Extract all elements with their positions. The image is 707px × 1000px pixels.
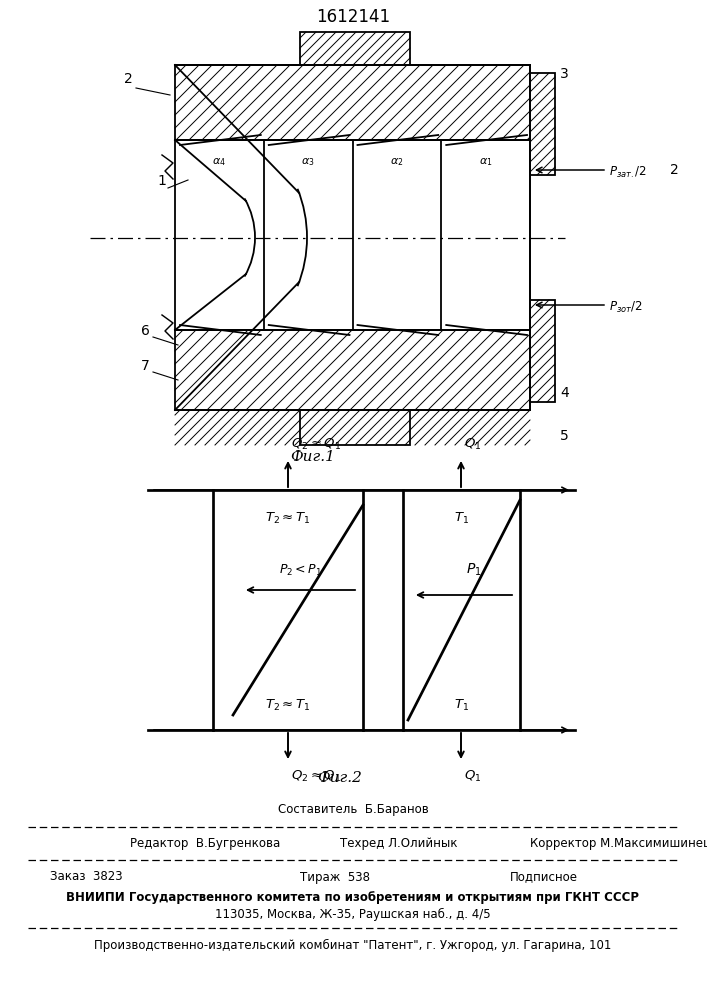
Text: Составитель  Б.Баранов: Составитель Б.Баранов (278, 804, 428, 816)
Text: Подписное: Подписное (510, 870, 578, 884)
Text: Редактор  В.Бугренкова: Редактор В.Бугренкова (130, 838, 280, 850)
Text: 5: 5 (560, 429, 568, 443)
Text: Фиг.2: Фиг.2 (317, 771, 363, 785)
Text: Техред Л.Олийнык: Техред Л.Олийнык (340, 838, 457, 850)
Text: ВНИИПИ Государственного комитета по изобретениям и открытиям при ГКНТ СССР: ВНИИПИ Государственного комитета по изоб… (66, 890, 640, 904)
Text: 2: 2 (670, 163, 679, 177)
Polygon shape (530, 73, 555, 175)
Polygon shape (175, 330, 530, 410)
Polygon shape (175, 32, 530, 65)
Text: $Q_1$: $Q_1$ (464, 436, 481, 452)
Polygon shape (175, 65, 530, 140)
Polygon shape (300, 410, 410, 445)
Text: $\alpha_3$: $\alpha_3$ (301, 156, 315, 168)
Text: $P_2<P_1$: $P_2<P_1$ (279, 562, 322, 578)
Polygon shape (530, 300, 555, 402)
Text: $Q_2\approx Q_1$: $Q_2\approx Q_1$ (291, 436, 341, 452)
Text: $P_{зот}/2$: $P_{зот}/2$ (609, 299, 643, 315)
Text: $P_1$: $P_1$ (466, 562, 481, 578)
Polygon shape (530, 73, 555, 175)
Text: $\alpha_4$: $\alpha_4$ (212, 156, 226, 168)
Text: 7: 7 (141, 359, 149, 373)
Text: 4: 4 (560, 386, 568, 400)
Polygon shape (175, 65, 530, 140)
Text: $\alpha_2$: $\alpha_2$ (390, 156, 404, 168)
Text: $Q_1$: $Q_1$ (464, 768, 481, 784)
Text: 2: 2 (124, 72, 132, 86)
Text: Заказ  3823: Заказ 3823 (50, 870, 122, 884)
Text: Производственно-издательский комбинат "Патент", г. Ужгород, ул. Гагарина, 101: Производственно-издательский комбинат "П… (94, 938, 612, 952)
Text: Фиг.1: Фиг.1 (291, 450, 335, 464)
Polygon shape (530, 300, 555, 402)
Polygon shape (175, 330, 530, 410)
Text: $T_1$: $T_1$ (454, 510, 469, 526)
Text: 1: 1 (158, 174, 166, 188)
Text: $T_1$: $T_1$ (454, 697, 469, 713)
Polygon shape (175, 140, 530, 330)
Polygon shape (175, 410, 300, 445)
Text: Корректор М.Максимишинец: Корректор М.Максимишинец (530, 838, 707, 850)
Text: $\alpha_1$: $\alpha_1$ (479, 156, 492, 168)
Polygon shape (300, 32, 410, 65)
Text: 113035, Москва, Ж-35, Раушская наб., д. 4/5: 113035, Москва, Ж-35, Раушская наб., д. … (215, 907, 491, 921)
Text: 3: 3 (560, 67, 568, 81)
Text: 6: 6 (141, 324, 149, 338)
Text: $T_2\approx T_1$: $T_2\approx T_1$ (265, 510, 311, 526)
Text: 1612141: 1612141 (316, 8, 390, 26)
Text: Тираж  538: Тираж 538 (300, 870, 370, 884)
Polygon shape (410, 410, 530, 445)
Polygon shape (175, 410, 530, 445)
Text: $T_2\approx T_1$: $T_2\approx T_1$ (265, 697, 311, 713)
Text: $Q_2\approx Q_1$: $Q_2\approx Q_1$ (291, 768, 341, 784)
Text: $P_{зат.}/2$: $P_{зат.}/2$ (609, 164, 647, 180)
